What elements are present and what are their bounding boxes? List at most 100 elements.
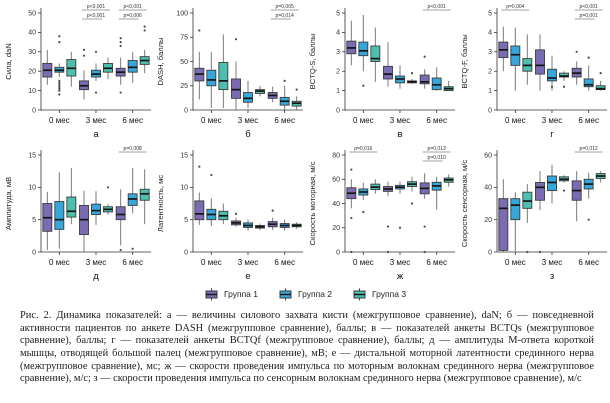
y-axis-title: Сила, daN <box>4 43 13 80</box>
outlier-dot <box>362 84 365 87</box>
panel-д: 0 5 10 15 Амплитуда, мВ 0 мес 3 мес 6 мес p=0,00… <box>2 142 154 284</box>
outlier-dot <box>423 55 426 58</box>
box-в-t2-g1 <box>419 74 430 85</box>
y-tick-label: 1 <box>336 88 340 95</box>
outlier-dot <box>234 212 238 215</box>
outlier-dot <box>210 173 213 177</box>
x-tick-label: 6 мес <box>426 116 447 125</box>
outlier-dot <box>58 85 61 88</box>
y-tick-label: 4 <box>488 30 492 37</box>
box-в-t2-g2 <box>431 77 442 91</box>
outlier-dot <box>106 186 110 189</box>
box-д-t0-g2 <box>54 201 65 230</box>
y-tick-label: 3 <box>488 49 492 56</box>
figure-2: 0 10 20 30 40 50 Сила, daN 0 мес 3 мес 6 мес p<0,0… <box>0 0 610 386</box>
box-г-t2-g3 <box>595 85 606 91</box>
box-д-t2-g1 <box>115 206 126 221</box>
box-б-t1-g1 <box>231 78 241 99</box>
box-г-t2-g2 <box>583 78 594 88</box>
outlier-dot <box>587 56 590 59</box>
outlier-dot <box>198 165 201 168</box>
box-в-t0-g3 <box>370 45 381 62</box>
panel-letter-а: а <box>93 129 99 140</box>
outlier-dot <box>58 87 61 90</box>
outlier-dot <box>58 83 61 86</box>
legend-label-group-2: Группа 2 <box>297 289 333 299</box>
y-axis-title: Скорость сенсорная, м/с <box>460 160 469 248</box>
y-tick-label: 30 <box>28 49 36 56</box>
panel-letter-б: б <box>245 129 251 140</box>
panel-г: 0 1 2 3 4 5 BCTQ-F, баллы 0 мес 3 мес 6 мес p=0,00… <box>458 0 610 142</box>
y-tick-label: 10 <box>28 185 36 192</box>
panel-з: 0 20 40 60 Скорость сенсорная, м/с 0 мес 3 мес… <box>458 142 610 284</box>
x-tick-label: 6 мес <box>122 258 143 267</box>
outlier-dot <box>58 35 61 38</box>
box-д-t2-g3 <box>139 188 150 201</box>
y-tick-label: 15 <box>28 152 36 159</box>
x-tick-label: 0 мес <box>505 116 526 125</box>
y-axis-title: Латентность, мс <box>156 175 165 232</box>
p-value-label: p=0,005 <box>276 4 294 10</box>
outlier-dot <box>119 91 122 94</box>
p-value-label: p=0,010 <box>428 155 446 161</box>
outlier-dot <box>526 250 529 254</box>
boxplot-panel-svg-а: 0 10 20 30 40 50 Сила, daN 0 мес 3 мес 6 мес p<0,0… <box>4 4 151 140</box>
x-tick-label: 0 мес <box>353 258 374 267</box>
panel-letter-ж: ж <box>397 271 404 282</box>
p-value-label: p<0,001 <box>87 13 105 19</box>
boxplot-panel-svg-з: 0 20 40 60 Скорость сенсорная, м/с 0 мес 3 мес… <box>460 146 607 282</box>
x-tick-label: 6 мес <box>578 258 599 267</box>
y-tick-label: 1 <box>488 88 492 95</box>
y-tick-label: 0 <box>336 107 340 114</box>
outlier-dot <box>143 29 146 32</box>
p-value-label: p=0,016 <box>354 146 372 152</box>
x-tick-label: 0 мес <box>49 116 70 125</box>
outlier-dot <box>119 37 122 40</box>
outlier-dot <box>386 225 390 228</box>
x-tick-label: 3 мес <box>542 116 563 125</box>
outlier-dot <box>599 72 602 75</box>
x-tick-label: 3 мес <box>390 116 411 125</box>
p-value-label: p<0,001 <box>87 4 105 10</box>
outlier-dot <box>562 85 566 88</box>
outlier-dot <box>410 72 414 75</box>
box-г-t1-g3 <box>559 72 569 78</box>
y-tick-label: 40 <box>332 201 340 208</box>
outlier-dot <box>58 41 61 44</box>
outlier-dot <box>198 29 201 32</box>
outlier-dot <box>119 248 122 252</box>
outlier-dot <box>350 168 353 171</box>
p-value-label: p=0,012 <box>580 146 598 152</box>
box-б-t1-g2 <box>243 92 253 103</box>
x-tick-label: 0 мес <box>201 116 222 125</box>
y-tick-label: 100 <box>176 10 188 17</box>
y-tick-label: 4 <box>336 30 340 37</box>
outlier-dot <box>94 91 98 94</box>
outlier-dot <box>58 81 61 84</box>
box-е-t0-g1 <box>194 200 205 221</box>
outlier-dot <box>58 93 61 96</box>
y-tick-label: 5 <box>336 10 340 17</box>
box-д-t0-g3 <box>66 196 77 218</box>
y-tick-label: 2 <box>488 69 492 76</box>
y-axis-title: BCTQ-F, баллы <box>460 34 469 88</box>
x-tick-label: 6 мес <box>122 116 143 125</box>
box-з-t1-g1 <box>535 182 545 201</box>
figure-caption: Рис. 2. Динамика показателей: а — величи… <box>0 304 610 386</box>
x-tick-label: 0 мес <box>201 258 222 267</box>
y-tick-label: 5 <box>184 217 188 224</box>
x-tick-label: 3 мес <box>238 258 259 267</box>
box-з-t0-g1 <box>498 198 509 251</box>
x-tick-label: 6 мес <box>274 258 295 267</box>
outlier-dot <box>234 38 238 41</box>
outlier-dot <box>271 209 274 212</box>
y-tick-label: 10 <box>180 185 188 192</box>
panel-в: 0 1 2 3 4 5 BCTQ-S, баллы 0 мес 3 мес 6 мес p<0,00… <box>306 0 458 142</box>
box-а-t2-g2 <box>127 60 138 73</box>
outlier-dot <box>423 225 426 228</box>
y-tick-label: 50 <box>28 10 36 17</box>
y-axis-title: DASH, баллы <box>156 37 165 85</box>
outlier-dot <box>58 79 61 82</box>
outlier-dot <box>350 216 353 220</box>
p-value-label: p=0,014 <box>276 13 294 19</box>
